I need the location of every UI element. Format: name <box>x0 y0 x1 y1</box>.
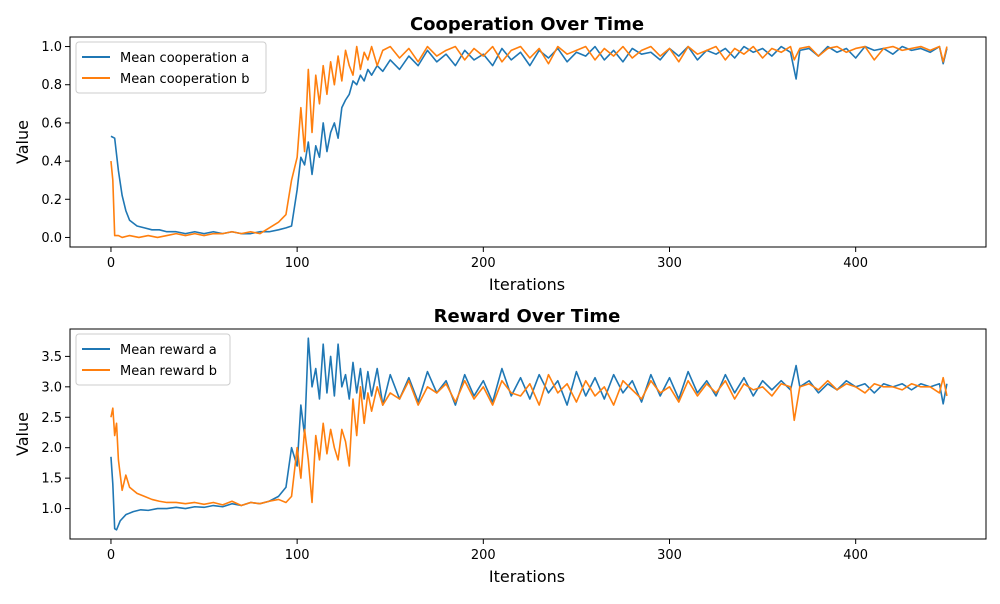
y-tick-label: 0.4 <box>41 155 62 170</box>
y-tick-label: 2.0 <box>41 441 62 456</box>
series-line-a <box>110 337 948 531</box>
y-axis-ticks: 0.0 0.2 0.4 0.6 0.8 1.0 <box>41 40 70 246</box>
x-axis-ticks: 0 100 200 300 400 <box>107 539 868 563</box>
x-tick-label: 300 <box>657 256 682 271</box>
legend-label-b: Mean cooperation b <box>120 72 249 87</box>
legend-label-a: Mean reward a <box>120 343 217 358</box>
legend-box <box>75 41 267 94</box>
series-layer <box>110 45 948 239</box>
legend: Mean reward a Mean reward b <box>75 333 231 386</box>
x-axis-label: Iterations <box>489 567 565 586</box>
x-tick-label: 400 <box>843 256 868 271</box>
y-tick-label: 2.5 <box>41 411 62 426</box>
plot-area-frame <box>69 36 987 248</box>
y-tick-label: 0.6 <box>41 116 62 131</box>
y-tick-label: 0.8 <box>41 78 62 93</box>
series-layer <box>110 337 948 531</box>
x-tick-label: 0 <box>107 548 115 563</box>
y-tick-label: 1.0 <box>41 502 62 517</box>
x-axis-ticks: 0 100 200 300 400 <box>107 247 868 271</box>
y-tick-label: 0.2 <box>41 193 62 208</box>
y-tick-label: 1.5 <box>41 472 62 487</box>
x-tick-label: 0 <box>107 256 115 271</box>
series-line-b <box>110 373 948 507</box>
legend-label-a: Mean cooperation a <box>120 51 249 66</box>
x-tick-label: 300 <box>657 548 682 563</box>
cooperation-chart: Cooperation Over Time 0 100 200 300 400 0.00… <box>13 14 987 294</box>
y-tick-label: 1.0 <box>41 40 62 55</box>
x-tick-label: 200 <box>471 548 496 563</box>
x-tick-label: 100 <box>285 256 310 271</box>
y-axis-ticks: 1.0 1.5 2.0 2.5 3.0 3.5 <box>41 350 70 517</box>
legend: Mean cooperation a Mean cooperation b <box>75 41 267 94</box>
y-tick-label: 3.5 <box>41 350 62 365</box>
chart-title: Reward Over Time <box>434 306 621 327</box>
y-axis-label: Value <box>13 120 32 164</box>
y-axis-label: Value <box>13 412 32 456</box>
x-tick-label: 400 <box>843 548 868 563</box>
legend-label-b: Mean reward b <box>120 364 217 379</box>
reward-chart: Reward Over Time 0 100 200 300 400 1.0 1.5 2.0… <box>13 306 987 586</box>
x-tick-label: 200 <box>471 256 496 271</box>
y-tick-label: 3.0 <box>41 380 62 395</box>
y-tick-label: 0.0 <box>41 231 62 246</box>
plot-area-frame <box>69 328 987 540</box>
series-line-b <box>110 45 948 239</box>
chart-title: Cooperation Over Time <box>410 14 644 35</box>
legend-box <box>75 333 231 386</box>
x-axis-label: Iterations <box>489 275 565 294</box>
x-tick-label: 100 <box>285 548 310 563</box>
